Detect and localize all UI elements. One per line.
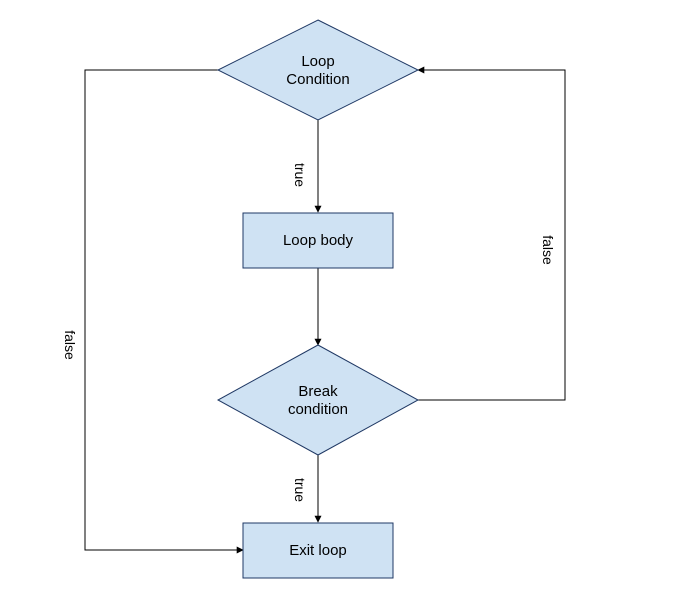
edge-cond-false-to-exit: false bbox=[62, 70, 243, 550]
edge-break-false-to-cond: false bbox=[418, 70, 565, 400]
edge-break-to-exit: true bbox=[292, 455, 318, 522]
edge-cond-to-body-label: true bbox=[292, 163, 308, 187]
node-loop-condition: Loop Condition bbox=[218, 20, 418, 120]
node-loop-condition-line1: Loop bbox=[301, 53, 334, 70]
edge-cond-to-body: true bbox=[292, 120, 318, 212]
node-break-condition-line1: Break bbox=[298, 383, 338, 400]
node-break-condition-line2: condition bbox=[288, 401, 348, 418]
node-loop-condition-line2: Condition bbox=[286, 71, 349, 88]
node-break-condition: Break condition bbox=[218, 345, 418, 455]
node-loop-body: Loop body bbox=[243, 213, 393, 268]
edge-break-false-label: false bbox=[540, 235, 556, 265]
edge-cond-false-label: false bbox=[62, 330, 78, 360]
node-loop-body-label: Loop body bbox=[283, 232, 354, 249]
flowchart-canvas: true true false false Loop Condition Loo… bbox=[0, 0, 673, 607]
node-exit-loop: Exit loop bbox=[243, 523, 393, 578]
node-exit-loop-label: Exit loop bbox=[289, 542, 347, 559]
edge-break-to-exit-label: true bbox=[292, 478, 308, 502]
